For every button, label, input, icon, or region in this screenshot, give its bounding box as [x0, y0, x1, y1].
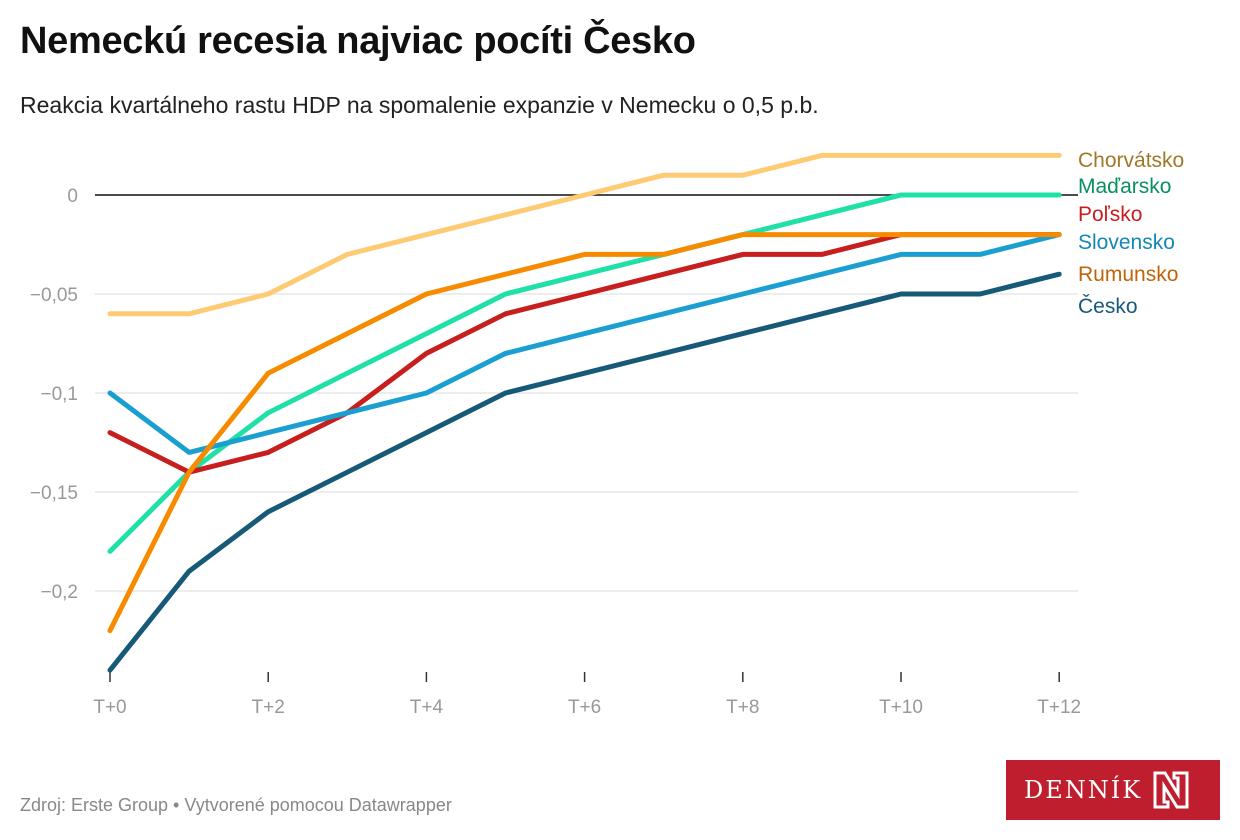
x-tick-label: T+8	[726, 697, 759, 718]
series-line-maďarsko	[107, 192, 1062, 554]
series-line-rumunsko	[107, 232, 1062, 634]
series-label: Maďarsko	[1078, 175, 1171, 198]
x-tick-label: T+10	[879, 697, 923, 718]
y-tick-label: 0	[67, 186, 78, 207]
y-tick-label: −0,1	[40, 384, 78, 405]
line-chart: 0 −0,05 −0,1 −0,15 −0,2 T+0 T+2 T+4 T+6 T+8 T+10 T+…	[30, 149, 1184, 718]
chart-subtitle: Reakcia kvartálneho rastu HDP na spomale…	[20, 92, 819, 118]
dennik-n-logo[interactable]: DENNÍK	[1006, 760, 1220, 820]
logo-n-icon	[1153, 771, 1189, 809]
logo-text: DENNÍK	[1024, 776, 1143, 804]
x-tick-label: T+6	[568, 697, 601, 718]
series-line-slovensko	[107, 232, 1062, 455]
x-tick-label: T+12	[1037, 697, 1081, 718]
series-label: Rumunsko	[1078, 263, 1178, 286]
series-label: Chorvátsko	[1078, 149, 1184, 172]
series-line-česko	[107, 271, 1062, 673]
series-line-chorvátsko	[107, 152, 1062, 317]
chart-title: Nemeckú recesia najviac pocíti Česko	[20, 20, 696, 62]
series-label: Česko	[1078, 295, 1138, 318]
y-tick-label: −0,15	[30, 483, 78, 504]
series-label: Poľsko	[1078, 203, 1143, 226]
x-tick-label: T+4	[410, 697, 444, 718]
series-label: Slovensko	[1078, 231, 1175, 254]
x-tick-label: T+0	[93, 697, 126, 718]
x-tick-label: T+2	[252, 697, 285, 718]
source-note: Zdroj: Erste Group • Vytvorené pomocou D…	[20, 795, 452, 815]
y-tick-label: −0,05	[30, 285, 78, 306]
y-tick-label: −0,2	[40, 582, 78, 603]
